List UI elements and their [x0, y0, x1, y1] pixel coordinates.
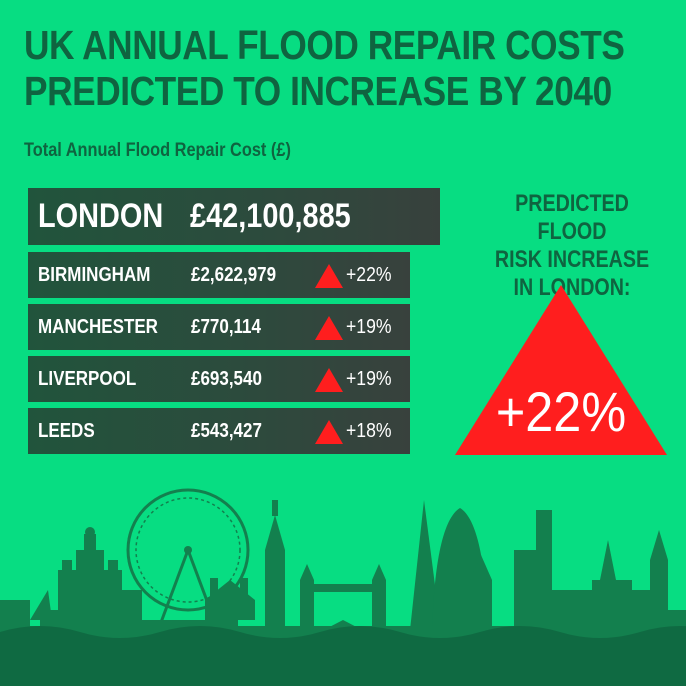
- city-name: LEEDS: [38, 420, 95, 442]
- risk-change: +19%: [346, 316, 392, 338]
- london-risk-value: +22%: [495, 380, 627, 443]
- title-line-1: UK ANNUAL FLOOD REPAIR COSTS: [24, 22, 625, 68]
- city-row-leeds: LEEDS £543,427 +18%: [28, 408, 410, 454]
- city-name: LIVERPOOL: [38, 368, 137, 390]
- increase-arrow-icon: [315, 420, 343, 444]
- subtitle: Total Annual Flood Repair Cost (£): [24, 140, 291, 161]
- title-line-2: PREDICTED TO INCREASE BY 2040: [24, 68, 612, 114]
- repair-cost: £770,114: [191, 316, 261, 338]
- risk-label-line-2: RISK INCREASE: [494, 246, 650, 273]
- city-row-london: LONDON £42,100,885: [28, 188, 440, 245]
- city-row-birmingham: BIRMINGHAM £2,622,979 +22%: [28, 252, 410, 298]
- page-title: UK ANNUAL FLOOD REPAIR COSTS PREDICTED TO…: [24, 22, 625, 114]
- repair-cost: £2,622,979: [191, 264, 277, 286]
- city-row-liverpool: LIVERPOOL £693,540 +19%: [28, 356, 410, 402]
- risk-change: +18%: [346, 420, 392, 442]
- risk-label-line-3: IN LONDON:: [513, 274, 631, 301]
- increase-arrow-icon: [315, 368, 343, 392]
- city-row-manchester: MANCHESTER £770,114 +19%: [28, 304, 410, 350]
- repair-cost: £693,540: [191, 368, 262, 390]
- risk-change: +22%: [346, 264, 392, 286]
- risk-label-line-1: PREDICTED FLOOD: [515, 190, 629, 245]
- city-name: MANCHESTER: [38, 316, 158, 338]
- city-skyline-illustration: [0, 488, 686, 686]
- repair-cost: £543,427: [191, 420, 262, 442]
- city-name: BIRMINGHAM: [38, 264, 151, 286]
- increase-arrow-icon: [315, 264, 343, 288]
- increase-arrow-icon: [315, 316, 343, 340]
- risk-change: +19%: [346, 368, 392, 390]
- repair-cost: £42,100,885: [190, 197, 351, 235]
- london-risk-label: PREDICTED FLOOD RISK INCREASE IN LONDON:: [490, 190, 654, 302]
- increase-triangle-icon: [455, 285, 667, 455]
- city-name: LONDON: [38, 197, 164, 235]
